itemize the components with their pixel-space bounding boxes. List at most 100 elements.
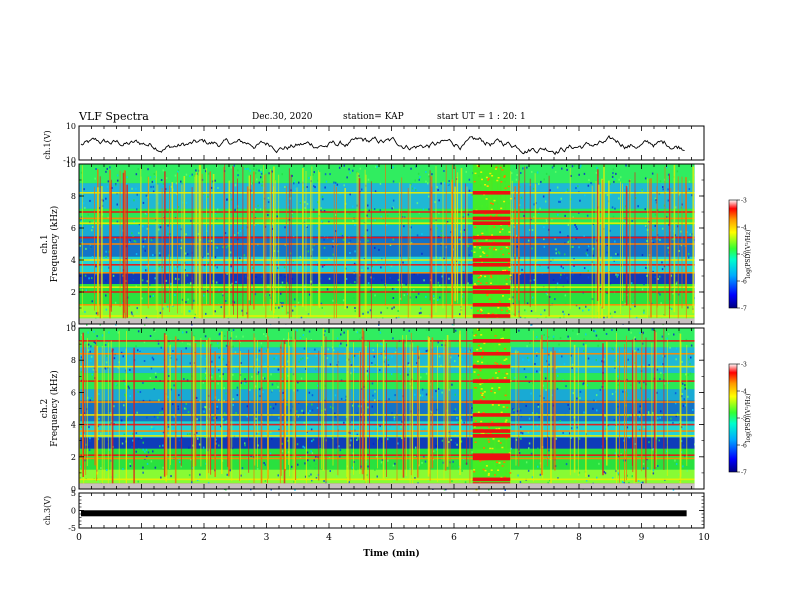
noise-speck [348,213,351,216]
noise-speck [579,166,581,168]
noise-speck [249,388,251,391]
noise-speck [236,422,239,425]
noise-speck [185,403,187,405]
noise-speck [181,331,184,334]
noise-speck [147,168,149,171]
noise-speck [579,199,581,202]
noise-speck [162,431,165,434]
noise-speck [543,245,546,248]
noise-speck [524,309,526,312]
noise-speck [338,445,340,448]
noise-speck [233,367,235,370]
event-speck [499,288,502,290]
noise-speck [287,439,289,442]
noise-speck [332,253,334,256]
noise-speck [585,252,588,255]
event-speck [492,203,494,205]
noise-speck [112,274,115,277]
noise-speck [567,224,570,226]
noise-speck [414,446,417,449]
noise-speck [381,279,383,282]
noise-speck [346,176,348,179]
noise-speck [397,310,399,312]
noise-speck [151,180,154,183]
sferic-streak [346,346,348,477]
sferic-streak [401,177,403,301]
noise-speck [189,282,192,285]
noise-speck [662,363,664,366]
noise-speck [104,367,107,370]
event-speck [473,180,476,183]
event-speck [474,226,477,228]
noise-speck [397,442,399,445]
noise-speck [87,331,89,334]
noise-speck [670,274,673,277]
sferic-streak [641,347,642,472]
noise-speck [216,407,218,410]
noise-speck [153,415,156,418]
event-speck [485,465,488,467]
noise-speck [538,183,540,185]
noise-speck [142,381,144,384]
noise-speck [572,216,574,219]
noise-speck [565,302,567,305]
noise-speck [96,335,98,338]
noise-speck [374,468,376,471]
noise-speck [254,208,257,210]
noise-speck [436,227,438,230]
noise-speck [138,223,141,226]
event-speck [484,213,487,215]
noise-speck [604,472,607,475]
event-band [472,434,511,438]
noise-speck [556,387,559,390]
colorbar-tick-label: -4 [741,225,747,232]
noise-speck [247,167,249,170]
sferic-streak [603,164,605,310]
sferic-streak [358,172,360,308]
noise-speck [678,193,680,196]
noise-speck [523,214,525,217]
noise-speck [115,455,118,458]
narrowband-line [79,211,695,213]
noise-speck [670,307,673,310]
event-speck [476,240,479,242]
noise-speck [306,202,309,205]
noise-speck [440,230,443,233]
event-speck [488,426,491,429]
noise-speck [609,282,612,285]
noise-speck [84,310,86,313]
noise-speck [660,410,662,413]
noise-speck [211,376,213,379]
event-speck [505,437,508,440]
noise-speck [143,341,146,344]
noise-speck [329,405,332,408]
noise-speck [510,447,512,450]
waveform-ch3-panel: 50-5ch.3(V) [43,489,705,533]
sferic-streak [633,337,635,489]
noise-speck [310,428,313,431]
x-tick-label: 6 [451,533,457,543]
noise-speck [410,183,412,186]
noise-speck [416,234,419,237]
noise-speck [202,256,204,259]
noise-speck [306,431,308,433]
noise-speck [92,368,95,371]
noise-speck [571,427,573,430]
event-speck [505,269,508,272]
noise-speck [153,173,156,175]
noise-speck [341,234,344,237]
sferic-streak [294,339,296,486]
event-speck [488,298,491,300]
event-speck [487,472,490,475]
noise-speck [555,248,557,251]
event-speck [492,248,495,251]
sferic-streak [364,169,366,311]
noise-speck [603,470,605,473]
noise-speck [511,296,514,299]
sferic-streak [402,335,404,476]
event-speck [487,179,489,181]
noise-speck [564,214,566,217]
noise-speck [125,287,127,290]
noise-speck [403,294,406,297]
event-speck [477,277,480,279]
